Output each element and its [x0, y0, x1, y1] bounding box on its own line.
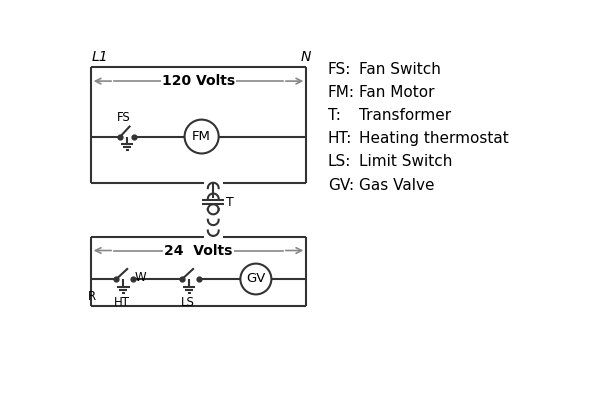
Text: L1: L1 — [91, 50, 108, 64]
Text: Fan Motor: Fan Motor — [359, 85, 434, 100]
Text: 24  Volts: 24 Volts — [165, 244, 232, 258]
Text: N: N — [301, 50, 312, 64]
Text: 120 Volts: 120 Volts — [162, 74, 235, 88]
Text: GV: GV — [246, 272, 266, 286]
Text: FS: FS — [117, 111, 131, 124]
Text: T: T — [225, 196, 234, 208]
Text: Limit Switch: Limit Switch — [359, 154, 453, 170]
Text: HT: HT — [114, 296, 130, 309]
Text: FM: FM — [192, 130, 211, 143]
Text: Transformer: Transformer — [359, 108, 451, 123]
Text: Fan Switch: Fan Switch — [359, 62, 441, 77]
Text: GV:: GV: — [328, 178, 354, 192]
Text: Gas Valve: Gas Valve — [359, 178, 434, 192]
Text: FM:: FM: — [328, 85, 355, 100]
Text: T:: T: — [328, 108, 341, 123]
Text: W: W — [135, 271, 146, 284]
Text: LS: LS — [181, 296, 195, 309]
Text: Heating thermostat: Heating thermostat — [359, 131, 509, 146]
Text: LS:: LS: — [328, 154, 351, 170]
Text: HT:: HT: — [328, 131, 352, 146]
Text: FS:: FS: — [328, 62, 351, 77]
Text: R: R — [88, 290, 96, 303]
